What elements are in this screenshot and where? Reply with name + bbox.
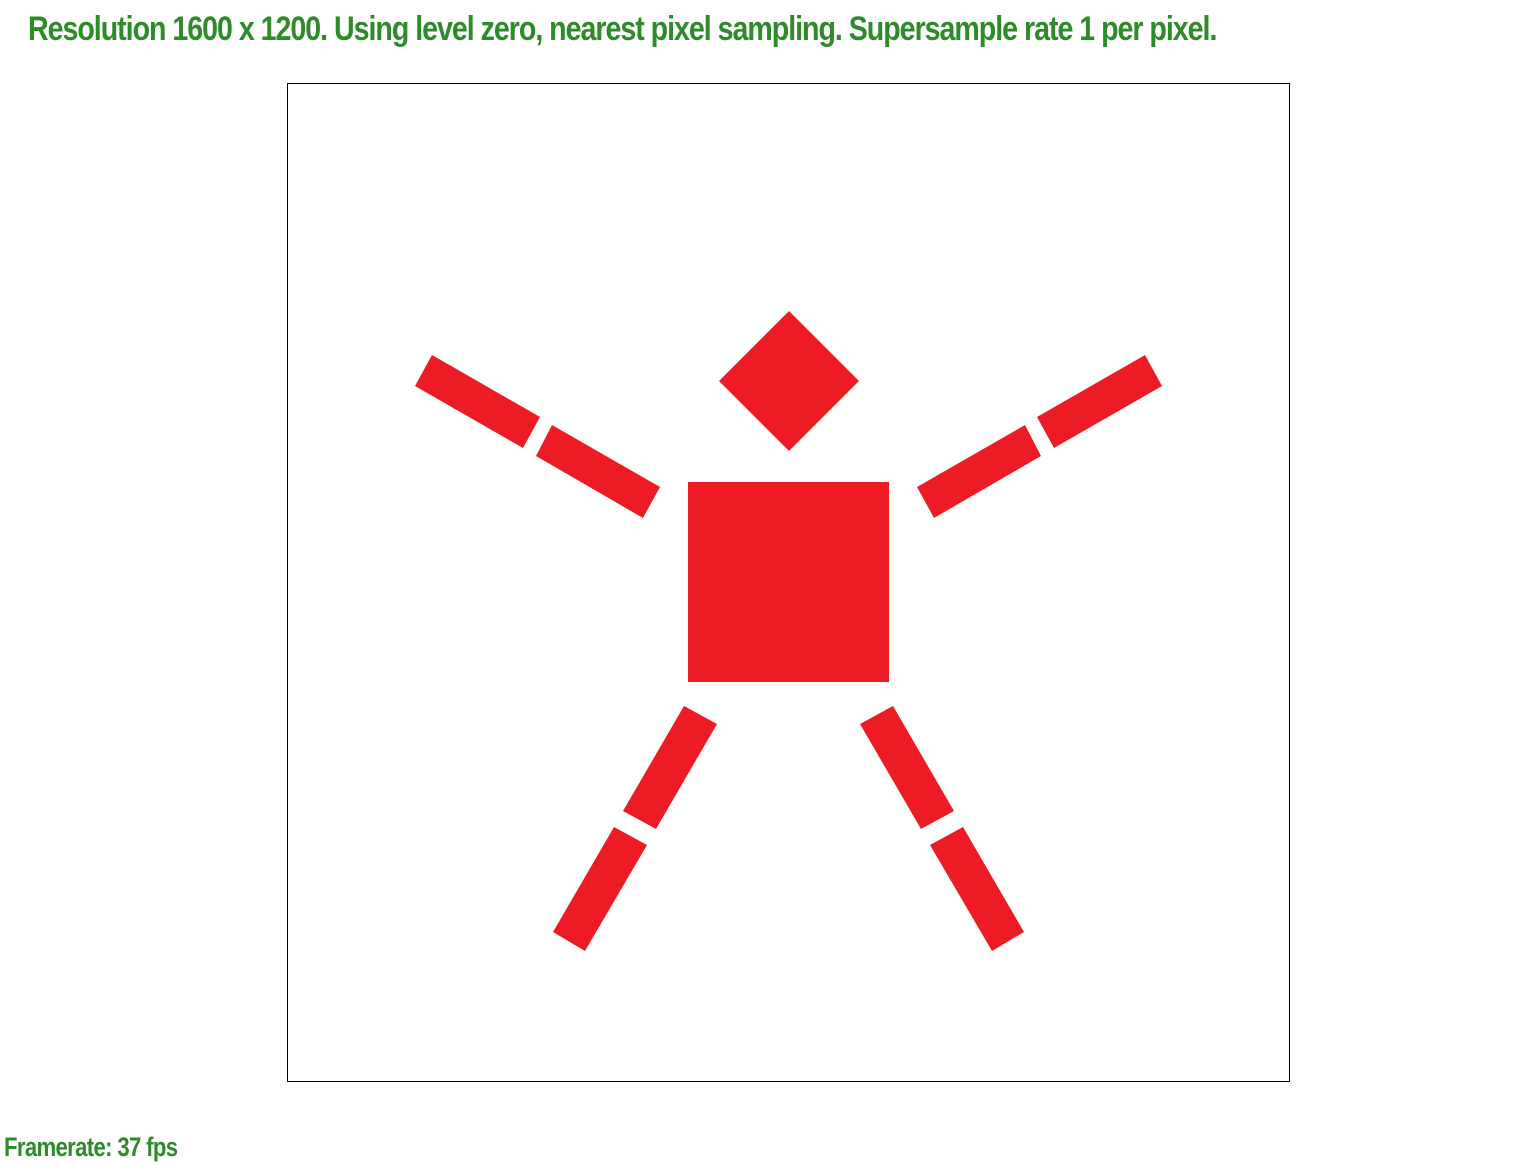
- figure-left-thigh: [623, 706, 717, 829]
- framerate-counter: Framerate: 37 fps: [4, 1132, 178, 1162]
- svg-scene: [415, 311, 1162, 951]
- figure-right-shin: [930, 827, 1024, 951]
- figure-left-forearm: [415, 355, 540, 448]
- figure-head: [719, 311, 859, 451]
- figure-left-shin: [553, 827, 647, 951]
- figure-left-upper-arm: [536, 425, 660, 518]
- figure-right-upper-arm: [917, 425, 1041, 518]
- figure-right-thigh: [860, 706, 954, 829]
- render-viewport[interactable]: [287, 83, 1290, 1082]
- figure-torso: [688, 482, 889, 682]
- render-status-text: Resolution 1600 x 1200. Using level zero…: [28, 10, 1217, 48]
- figure-right-forearm: [1037, 355, 1162, 448]
